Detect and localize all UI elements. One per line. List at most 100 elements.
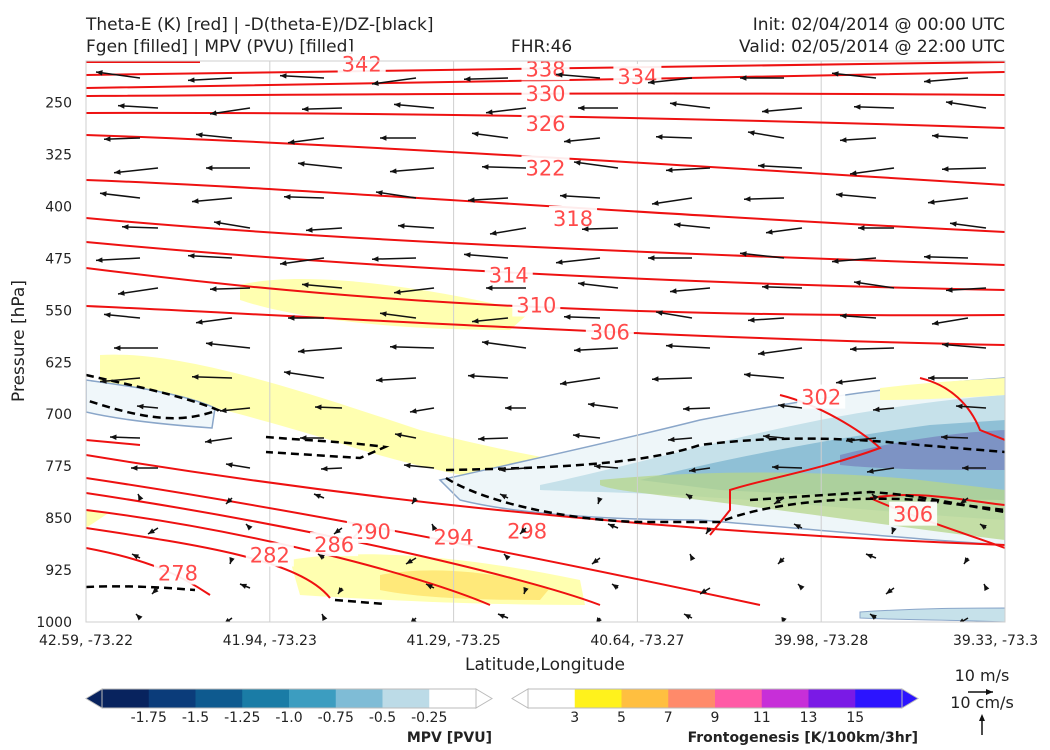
dashed-contour-1 bbox=[86, 373, 222, 420]
wind-arrow-head bbox=[500, 494, 507, 500]
mpv-colorbar: -1.75 -1.5 -1.25 -1.0 -0.75 -0.5 -0.25 bbox=[85, 688, 493, 726]
wind-arrow-head bbox=[772, 464, 779, 470]
wind-arrow-head bbox=[188, 77, 195, 83]
wind-arrow-head bbox=[210, 286, 217, 292]
wind-arrow-head bbox=[758, 163, 765, 169]
theta-e-label: 278 bbox=[158, 562, 198, 586]
wind-arrow-head bbox=[376, 190, 383, 196]
colorbar-swatch bbox=[855, 689, 903, 708]
theta-e-label: 310 bbox=[516, 293, 556, 317]
colorbar-swatch bbox=[335, 689, 383, 708]
colorbar-swatch bbox=[289, 689, 337, 708]
wind-arrow-head bbox=[412, 497, 418, 504]
wind-arrow-head bbox=[652, 200, 659, 206]
mpv-colorbar-title: MPV [PVU] bbox=[407, 730, 492, 746]
theta-e-label-bg bbox=[585, 319, 634, 344]
wind-arrow-head bbox=[306, 227, 313, 233]
wind-arrow-shaft bbox=[463, 77, 509, 80]
wind-arrow-head bbox=[597, 497, 603, 504]
x-tick-label: 39.33, -73.3 bbox=[953, 633, 1038, 649]
wind-arrow-head bbox=[137, 403, 144, 410]
wind-arrow-head bbox=[798, 584, 805, 591]
wind-arrow-shaft bbox=[297, 162, 343, 169]
y-tick-label: 925 bbox=[45, 563, 72, 579]
colorbar-extend-left bbox=[511, 688, 529, 709]
wind-arrow-shaft bbox=[559, 377, 601, 385]
wind-arrow-head bbox=[748, 130, 755, 136]
theta-e-314b bbox=[86, 241, 1005, 291]
wind-arrow-head bbox=[867, 468, 874, 474]
colorbar-tick-label: -0.75 bbox=[318, 710, 354, 726]
wind-arrow-head bbox=[762, 108, 769, 114]
wind-arrow-head bbox=[872, 494, 879, 501]
wind-arrow-head bbox=[560, 380, 567, 386]
wind-arrow-shaft bbox=[301, 107, 343, 110]
wind-arrow-head bbox=[246, 524, 253, 531]
wind-arrow-head bbox=[498, 613, 505, 619]
wind-arrow-shaft bbox=[393, 287, 435, 294]
wind-arrow-head bbox=[472, 318, 479, 324]
theta-e-label: 298 bbox=[507, 519, 547, 543]
wind-arrow-shaft bbox=[279, 257, 325, 265]
colorbar-swatch bbox=[195, 689, 243, 708]
wind-arrow-head bbox=[390, 344, 397, 350]
wind-arrow-head bbox=[850, 346, 857, 352]
wind-arrow-shaft bbox=[371, 257, 417, 260]
colorbar-swatch bbox=[621, 689, 669, 708]
wind-arrow-head bbox=[962, 465, 969, 471]
wind-arrow-head bbox=[104, 136, 111, 142]
wind-arrow-shaft bbox=[923, 77, 969, 83]
theta-e-label: 294 bbox=[434, 526, 474, 550]
wind-arrow-head bbox=[523, 587, 529, 594]
wind-arrow-head bbox=[468, 197, 475, 203]
wind-arrow-head bbox=[932, 320, 939, 326]
wind-arrow-shaft bbox=[761, 107, 803, 113]
colorbar-tick-label: 13 bbox=[800, 710, 818, 726]
wind-arrow-head bbox=[592, 557, 599, 564]
wind-arrow-shaft bbox=[209, 287, 251, 290]
theta-e-label: 326 bbox=[525, 112, 565, 136]
wind-arrow-head bbox=[932, 133, 939, 139]
wind-arrow-shaft bbox=[849, 167, 895, 175]
theta-e-label-bg bbox=[310, 532, 359, 557]
fgen-colorbar: 3 5 7 9 11 13 15 bbox=[511, 688, 919, 726]
dashed-contour-2 bbox=[265, 435, 390, 460]
wind-arrow-head bbox=[192, 198, 199, 204]
wind-arrow-head bbox=[959, 618, 965, 622]
wind-arrow-head bbox=[486, 109, 493, 115]
wind-arrow-head bbox=[942, 342, 949, 348]
wind-arrow-head bbox=[148, 528, 155, 534]
wind-arrow-head bbox=[206, 341, 213, 347]
wind-arrow-head bbox=[594, 463, 601, 470]
wind-arrow-head bbox=[226, 497, 233, 504]
wind-arrow-head bbox=[114, 345, 121, 351]
wind-arrow-shaft bbox=[393, 103, 435, 109]
wind-arrow-shaft bbox=[849, 347, 895, 350]
wind-arrow-head bbox=[588, 402, 595, 408]
wind-arrow-shaft bbox=[99, 192, 141, 199]
wind-arrow-head bbox=[928, 199, 935, 205]
y-tick-label: 325 bbox=[45, 148, 72, 164]
y-tick-label: 550 bbox=[45, 303, 72, 319]
wind-arrow-head bbox=[318, 554, 325, 560]
wind-arrow-head bbox=[740, 75, 747, 81]
colorbar-swatch bbox=[242, 689, 290, 708]
colorbar-tick-label: -1.25 bbox=[224, 710, 260, 726]
wind-arrow-shaft bbox=[375, 191, 417, 199]
colorbar-swatch bbox=[528, 689, 576, 708]
wind-arrow-shaft bbox=[559, 194, 601, 199]
wind-arrow-head bbox=[854, 280, 861, 286]
theta-e-label-bg bbox=[889, 501, 938, 526]
wind-arrow-shaft bbox=[301, 283, 343, 289]
wind-arrow-head bbox=[226, 462, 233, 468]
theta-e-label: 306 bbox=[893, 503, 933, 527]
y-axis-title: Pressure [hPa] bbox=[9, 280, 29, 402]
wind-arrow-shaft bbox=[209, 107, 251, 115]
colorbar-tick-label: -0.25 bbox=[411, 710, 447, 726]
wind-arrow-head bbox=[338, 587, 344, 594]
wind-arrow-head bbox=[398, 223, 405, 229]
wind-arrow-head bbox=[866, 553, 873, 559]
wind-arrow-head bbox=[612, 584, 619, 590]
x-tick-label: 41.94, -73.23 bbox=[223, 633, 317, 649]
theta-e-label: 342 bbox=[342, 52, 382, 76]
